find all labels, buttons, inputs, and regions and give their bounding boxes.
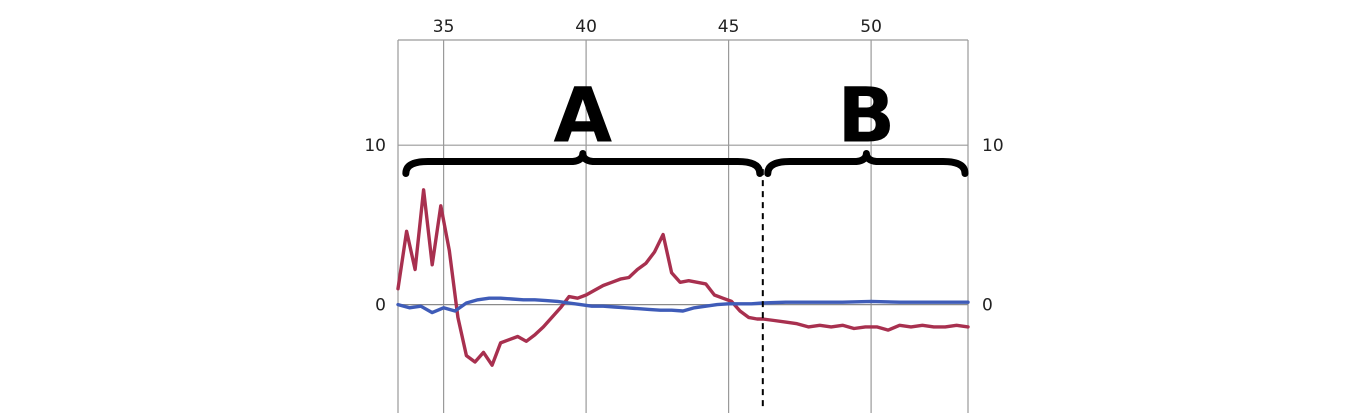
x-tick-label: 45 [718,17,740,37]
region-label-b: B [837,71,895,160]
x-tick-label: 40 [575,17,597,37]
series-line-2 [396,296,970,315]
x-tick-label: 50 [860,17,882,37]
region-label-a: A [553,71,612,160]
region-brace-b [764,150,969,178]
series-line-1 [396,188,970,367]
y-tick-label-right: 10 [982,136,1004,156]
region-brace-a [402,150,764,178]
y-tick-label-left: 10 [364,136,386,156]
tick-labels: 35 40 45 50 10 0 10 0 [364,17,1003,316]
x-tick-label: 35 [433,17,455,37]
grid [397,39,969,413]
y-tick-label-left: 0 [375,296,386,316]
series-lines [396,188,970,367]
y-tick-label-right: 0 [982,296,993,316]
